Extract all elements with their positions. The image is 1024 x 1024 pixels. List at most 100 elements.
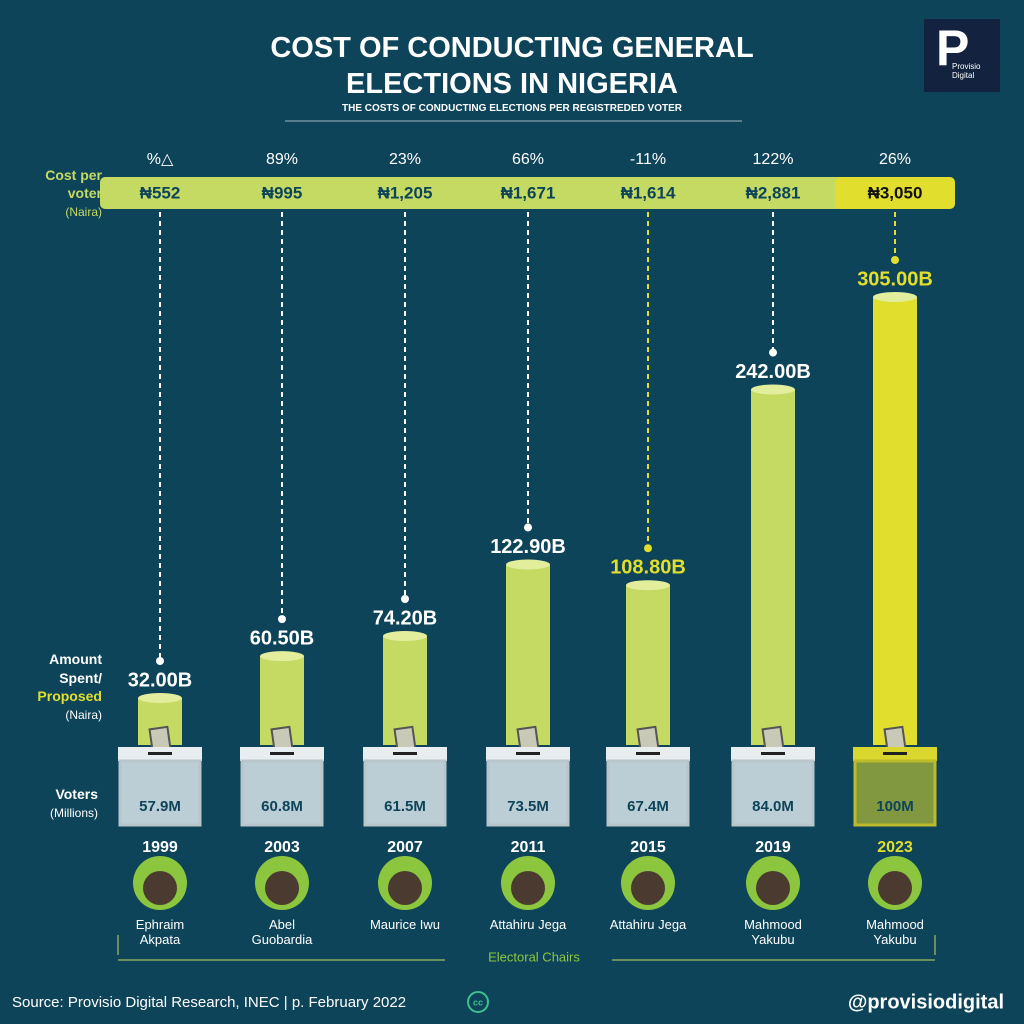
box-body — [486, 759, 570, 827]
chair-face — [631, 871, 665, 905]
box-slot — [516, 752, 540, 755]
change-label: 89% — [266, 151, 298, 168]
cost-label: ₦1,614 — [621, 183, 676, 202]
ballot-box — [731, 747, 815, 827]
year-label: 2011 — [511, 839, 546, 856]
logo-box — [924, 19, 1000, 92]
box-body — [606, 759, 690, 827]
bar-cap — [138, 692, 182, 703]
bar-cap — [873, 292, 917, 302]
chair-name: Mahmood Yakubu — [744, 917, 802, 947]
chair-face — [143, 871, 177, 905]
chair-name: Maurice Iwu — [369, 917, 441, 932]
change-label: 23% — [389, 151, 421, 168]
row-label: Proposed — [37, 688, 102, 704]
cost-label: ₦1,671 — [501, 183, 556, 202]
logo-letter: P — [936, 20, 970, 76]
ballot-box — [606, 747, 690, 827]
leader-dot — [156, 656, 164, 665]
cost-label: ₦3,050 — [868, 183, 923, 202]
bracket — [117, 935, 936, 961]
cost-label: ₦552 — [140, 183, 181, 202]
chair-face — [265, 871, 299, 905]
bar — [751, 389, 795, 745]
box-slot — [393, 752, 417, 755]
cost-cell — [100, 177, 220, 209]
bar — [626, 585, 670, 745]
chair-face — [878, 871, 912, 905]
value-label: 305.00B — [857, 268, 933, 290]
chair-name: Attahiru Jega — [489, 917, 567, 932]
change-label: 66% — [512, 151, 544, 168]
chair-name: Abel Guobardia — [251, 917, 313, 947]
voter-label: 67.4M — [627, 798, 669, 815]
cost-label: ₦1,205 — [378, 183, 433, 202]
box-slot — [636, 752, 660, 755]
change-header: %△ — [147, 151, 174, 168]
ballot-box — [853, 747, 937, 827]
box-body — [853, 759, 937, 827]
value-label: 32.00B — [128, 669, 193, 691]
chairs-label: Electoral Chairs — [488, 949, 580, 964]
cost-cell — [345, 177, 465, 209]
value-label: 60.50B — [250, 627, 315, 649]
voter-label: 61.5M — [384, 798, 426, 815]
row-unit: (Naira) — [65, 708, 102, 722]
ballot-box — [363, 747, 447, 827]
box-body — [118, 759, 202, 827]
chair-name: Attahiru Jega — [609, 917, 687, 932]
box-slot — [148, 752, 172, 755]
change-label: -11% — [630, 151, 666, 168]
chair-face — [756, 871, 790, 905]
cc-text: cc — [473, 997, 483, 1007]
year-label: 2003 — [264, 839, 300, 856]
cost-cell — [588, 177, 708, 209]
voter-label: 84.0M — [752, 798, 794, 815]
value-label: 108.80B — [610, 556, 686, 578]
cost-cell — [835, 177, 955, 209]
voter-label: 57.9M — [139, 798, 181, 815]
chair-name: Mahmood Yakubu — [866, 917, 924, 947]
cc-icon — [467, 991, 489, 1013]
bar-cap — [626, 580, 670, 591]
year-label: 1999 — [142, 839, 178, 856]
chair-face — [388, 871, 422, 905]
year-label: 2007 — [387, 839, 423, 856]
bar-cap — [260, 651, 304, 662]
value-label: 74.20B — [373, 607, 438, 629]
cost-cell — [222, 177, 342, 209]
bar-cap — [506, 559, 550, 570]
box-slot — [270, 752, 294, 755]
bar — [383, 636, 427, 745]
leader-dot — [524, 523, 532, 532]
leader-dot — [278, 615, 286, 624]
leader-dot — [644, 544, 652, 553]
logo-name: Provisio Digital — [952, 62, 981, 80]
cost-cell — [468, 177, 588, 209]
leader-dot — [401, 595, 409, 604]
row-label: Voters — [55, 786, 98, 802]
change-label: 26% — [879, 151, 911, 168]
box-slot — [883, 752, 907, 755]
box-body — [363, 759, 447, 827]
voter-label: 73.5M — [507, 798, 549, 815]
bar-cap — [383, 631, 427, 642]
source: Source: Provisio Digital Research, INEC … — [12, 994, 406, 1011]
row-label: Amount Spent/ — [49, 651, 102, 686]
chair-name: Ephraim Akpata — [135, 917, 185, 947]
leader-dot — [769, 348, 777, 357]
ballot-box — [118, 747, 202, 827]
row-unit: (Naira) — [65, 205, 102, 219]
row-unit: (Millions) — [50, 806, 98, 820]
ballot-box — [240, 747, 324, 827]
box-body — [240, 759, 324, 827]
chart-title: COST OF CONDUCTING GENERAL ELECTIONS IN … — [270, 32, 754, 100]
row-label: Cost per voter — [45, 167, 102, 201]
leader-dot — [891, 256, 899, 264]
voter-label: 60.8M — [261, 798, 303, 815]
cost-label: ₦2,881 — [746, 183, 801, 202]
voter-label: 100M — [876, 798, 914, 815]
handle: @provisiodigital — [848, 991, 1004, 1013]
